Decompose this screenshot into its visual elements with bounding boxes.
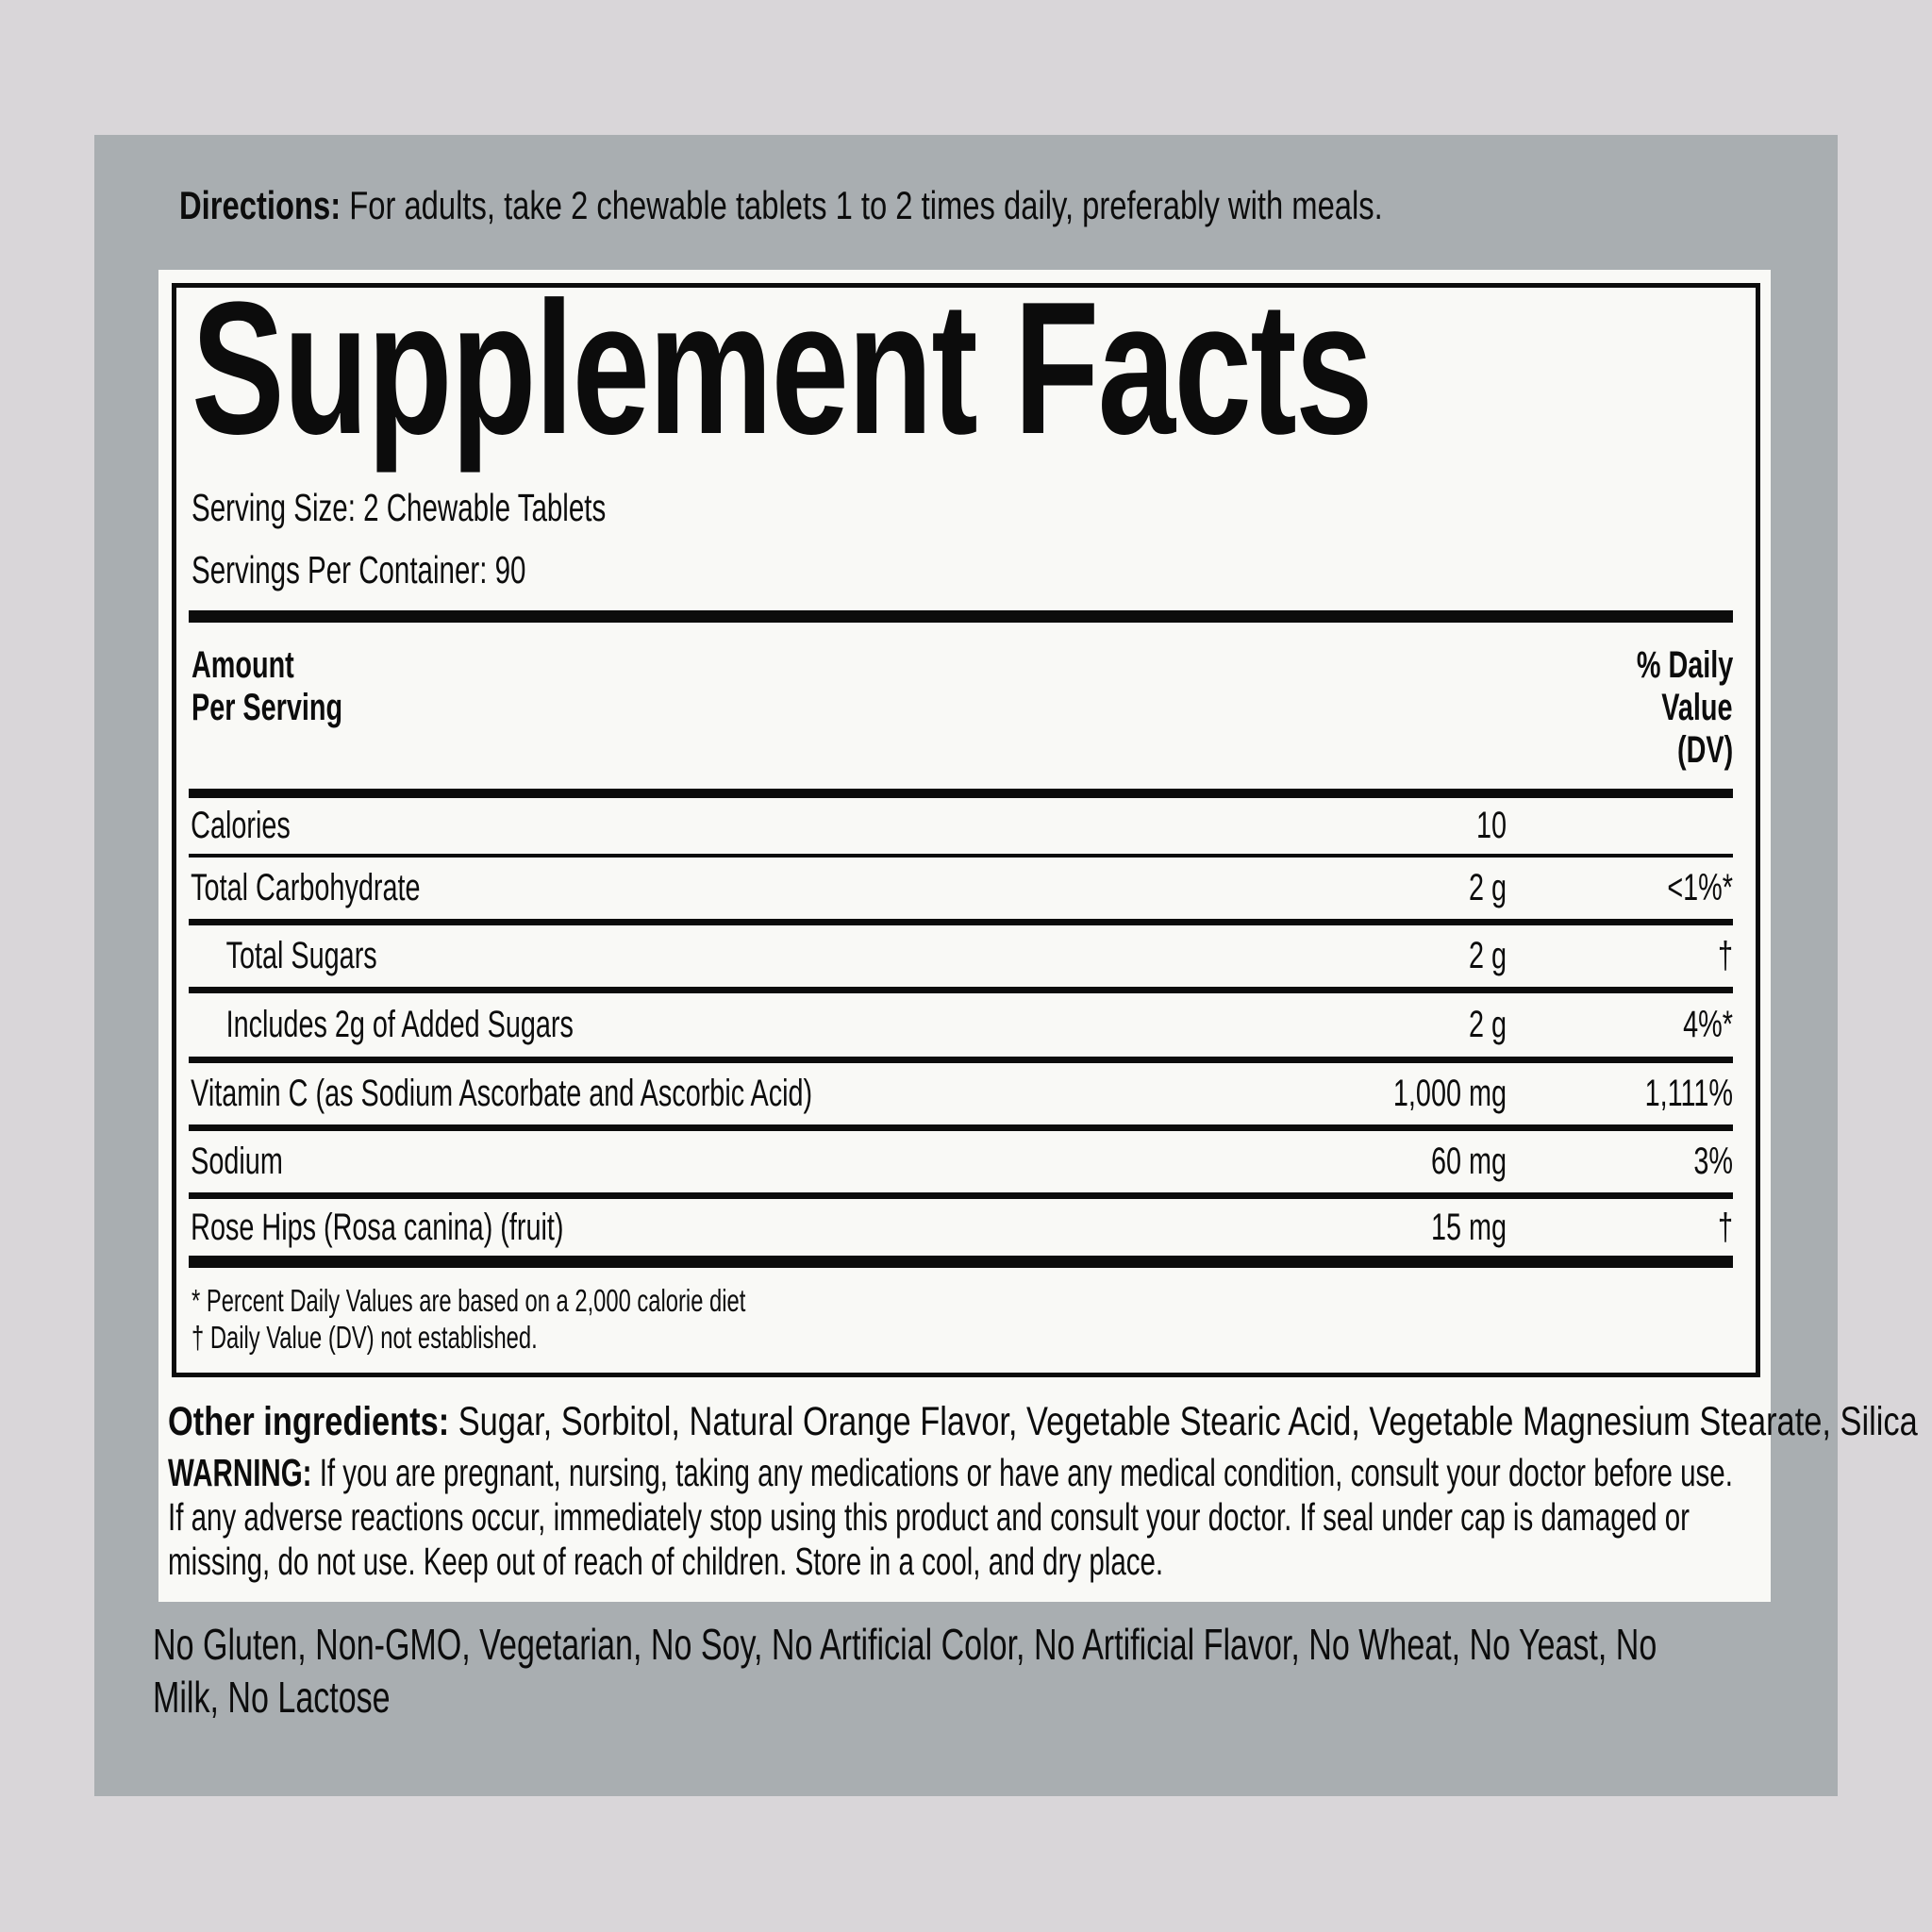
nutrient-amount: 10	[1475, 805, 1507, 846]
nutrient-dv: †	[1717, 1206, 1733, 1248]
footnote-percent-dv: * Percent Daily Values are based on a 2,…	[192, 1283, 746, 1318]
facts-title: Supplement Facts	[192, 263, 1373, 474]
other-ingredients: Other ingredients: Sugar, Sorbitol, Natu…	[168, 1398, 1918, 1447]
other-ingredients-label: Other ingredients:	[168, 1399, 458, 1444]
servings-per-container-text: Servings Per Container: 90	[192, 548, 526, 591]
table-row: Rose Hips (Rosa canina) (fruit) 15 mg †	[189, 1199, 1733, 1256]
header-pct-daily: % Daily	[1636, 644, 1733, 686]
divider-bar-bottom	[189, 1256, 1733, 1268]
table-row: Calories 10	[189, 798, 1733, 858]
warning-body: If you are pregnant, nursing, taking any…	[168, 1451, 1733, 1583]
nutrient-name: Includes 2g of Added Sugars	[225, 1004, 574, 1045]
table-row: Total Carbohydrate 2 g <1%*	[189, 858, 1733, 925]
nutrient-name: Total Carbohydrate	[191, 867, 421, 908]
table-row: Includes 2g of Added Sugars 2 g 4%*	[189, 993, 1733, 1063]
other-ingredients-list: Sugar, Sorbitol, Natural Orange Flavor, …	[458, 1399, 1918, 1444]
divider-bar-header	[189, 789, 1733, 798]
supplement-facts-label: Supplement Facts Serving Size: 2 Chewabl…	[158, 270, 1918, 1602]
table-row: Vitamin C (as Sodium Ascorbate and Ascor…	[189, 1063, 1733, 1131]
directions-body: For adults, take 2 chewable tablets 1 to…	[349, 183, 1383, 227]
amount-per-serving-header: Amount Per Serving	[192, 644, 401, 729]
nutrient-name: Total Sugars	[225, 935, 377, 976]
nutrient-amount: 60 mg	[1430, 1141, 1507, 1182]
header-value: Value	[1661, 687, 1733, 728]
nutrient-name: Rose Hips (Rosa canina) (fruit)	[191, 1206, 564, 1248]
serving-size-text: Serving Size: 2 Chewable Tablets	[192, 486, 607, 529]
nutrient-amount: 2 g	[1468, 935, 1507, 976]
warning-paragraph: WARNING: If you are pregnant, nursing, t…	[168, 1451, 1751, 1584]
servings-per-container: Servings Per Container: 90	[192, 548, 656, 592]
daily-value-header: % Daily Value (DV)	[1599, 644, 1733, 772]
facts-table-rows: Calories 10 Total Carbohydrate 2 g <1%* Total…	[189, 798, 1733, 1256]
header-dv: (DV)	[1676, 729, 1733, 771]
footnotes: * Percent Daily Values are based on a 2,…	[192, 1282, 961, 1356]
nutrient-name: Sodium	[191, 1141, 283, 1182]
directions-text: Directions: For adults, take 2 chewable …	[179, 182, 1383, 229]
nutrient-amount: 1,000 mg	[1392, 1073, 1507, 1114]
nutrient-dv: 3%	[1693, 1141, 1733, 1182]
nutrient-amount: 2 g	[1468, 867, 1507, 908]
table-row: Sodium 60 mg 3%	[189, 1131, 1733, 1199]
nutrient-dv: 4%*	[1683, 1004, 1733, 1045]
label-panel: Directions: For adults, take 2 chewable …	[94, 135, 1918, 1796]
warning-label: WARNING:	[168, 1451, 320, 1494]
nutrient-name: Vitamin C (as Sodium Ascorbate and Ascor…	[191, 1073, 813, 1114]
dietary-claims: No Gluten, Non-GMO, Vegetarian, No Soy, …	[153, 1620, 1657, 1722]
header-per-serving: Per Serving	[192, 687, 343, 728]
nutrient-amount: 15 mg	[1430, 1206, 1507, 1248]
nutrient-dv: 1,111%	[1644, 1073, 1733, 1114]
footnote-dagger: † Daily Value (DV) not established.	[192, 1320, 538, 1355]
nutrient-dv: <1%*	[1667, 867, 1733, 908]
nutrient-name: Calories	[191, 805, 291, 846]
serving-size: Serving Size: 2 Chewable Tablets	[192, 486, 767, 530]
facts-box: Supplement Facts Serving Size: 2 Chewabl…	[172, 275, 1760, 1377]
divider-bar-top	[189, 610, 1733, 623]
table-row: Total Sugars 2 g †	[189, 925, 1733, 993]
nutrient-dv: †	[1717, 935, 1733, 976]
directions-label: Directions:	[179, 183, 350, 227]
nutrient-amount: 2 g	[1468, 1004, 1507, 1045]
header-amount: Amount	[192, 644, 294, 686]
